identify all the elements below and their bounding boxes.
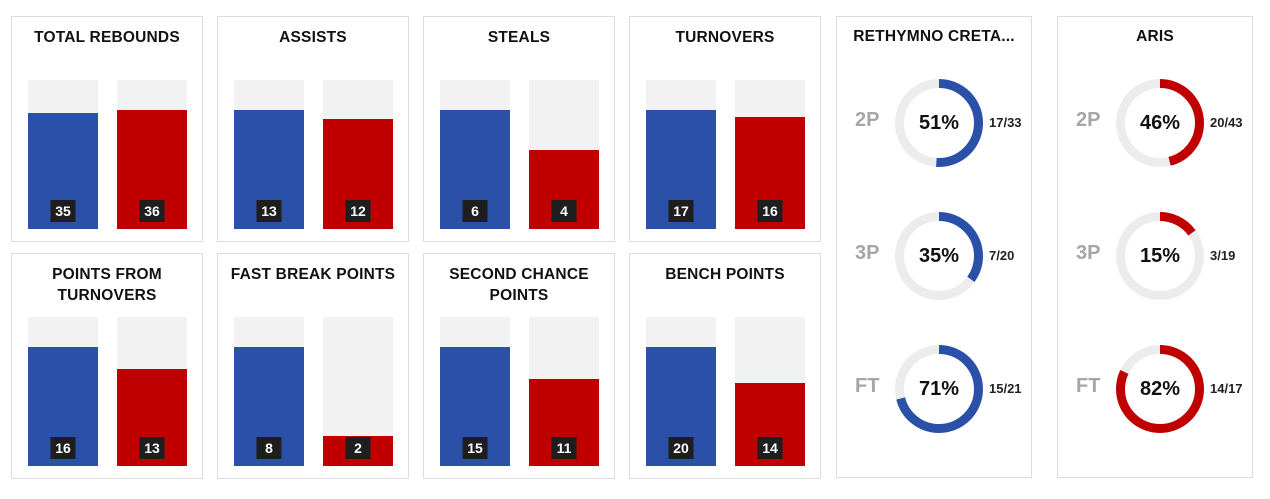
- shot-row-3p: 3P 15% 3/19: [1058, 211, 1252, 301]
- shot-donut: 82%: [1115, 344, 1205, 434]
- away-bar-track: 16: [735, 80, 805, 229]
- shot-row-ft: FT 71% 15/21: [837, 344, 1031, 434]
- donut-svg: [895, 212, 983, 300]
- away-bar-track: 4: [529, 80, 599, 229]
- away-value-label: 12: [345, 200, 371, 222]
- donut-arc: [895, 212, 983, 300]
- home-bar-track: 6: [440, 80, 510, 229]
- shot-donut: 15%: [1115, 211, 1205, 301]
- donut-arc: [895, 345, 983, 433]
- shot-type-label: FT: [855, 375, 880, 397]
- shots-made-attempted: 7/20: [989, 248, 1015, 263]
- stat-title: STEALS: [487, 29, 551, 46]
- shots-made-attempted: 14/17: [1210, 381, 1243, 396]
- donut-arc: [1116, 345, 1204, 433]
- team-name: RETHYMNO CRETA...: [853, 28, 1015, 45]
- shot-percentage: 82%: [1139, 378, 1181, 400]
- home-value-label: 8: [256, 437, 282, 459]
- away-value-label: 2: [345, 437, 371, 459]
- stat-card: TOTAL REBOUNDS 35 36: [11, 16, 203, 242]
- home-bar-track: 8: [234, 317, 304, 466]
- home-value-label: 35: [50, 200, 76, 222]
- shot-donut: 51%: [894, 78, 984, 168]
- away-bar-track: 12: [323, 80, 393, 229]
- away-bar-track: 36: [117, 80, 187, 229]
- team-name: ARIS: [1136, 28, 1174, 45]
- shots-made-attempted: 20/43: [1210, 115, 1243, 130]
- shot-type-label: 2P: [1076, 109, 1101, 131]
- shot-type-label: 3P: [855, 242, 880, 264]
- stat-card: SECOND CHANCE POINTS 15 11: [423, 253, 615, 479]
- donut-svg: [1116, 79, 1204, 167]
- stat-card: FAST BREAK POINTS 8 2: [217, 253, 409, 479]
- away-bar-track: 2: [323, 317, 393, 466]
- home-value-label: 16: [50, 437, 76, 459]
- away-value-label: 36: [139, 200, 165, 222]
- away-value-label: 16: [757, 200, 783, 222]
- away-value-label: 13: [139, 437, 165, 459]
- shot-percentage: 71%: [918, 378, 960, 400]
- shot-donut: 46%: [1115, 78, 1205, 168]
- donut-svg: [895, 79, 983, 167]
- home-shooting-card: RETHYMNO CRETA... 2P 51% 17/33 3P 35% 7/20 FT 71…: [836, 16, 1032, 478]
- home-bar-track: 15: [440, 317, 510, 466]
- home-value-label: 17: [668, 200, 694, 222]
- away-value-label: 14: [757, 437, 783, 459]
- stat-card: BENCH POINTS 20 14: [629, 253, 821, 479]
- stat-title: POINTS FROM TURNOVERS: [52, 266, 162, 304]
- shot-donut: 71%: [894, 344, 984, 434]
- shot-percentage: 35%: [918, 245, 960, 267]
- donut-svg: [895, 345, 983, 433]
- home-value-label: 6: [462, 200, 488, 222]
- stat-title: FAST BREAK POINTS: [230, 266, 396, 283]
- home-value-label: 13: [256, 200, 282, 222]
- shot-row-2p: 2P 46% 20/43: [1058, 78, 1252, 168]
- donut-arc: [1116, 79, 1204, 167]
- shot-row-ft: FT 82% 14/17: [1058, 344, 1252, 434]
- away-bar-track: 13: [117, 317, 187, 466]
- home-bar-track: 17: [646, 80, 716, 229]
- away-bar-track: 14: [735, 317, 805, 466]
- shot-type-label: 3P: [1076, 242, 1101, 264]
- home-bar-track: 20: [646, 317, 716, 466]
- home-bar-track: 35: [28, 80, 98, 229]
- donut-arc: [895, 79, 983, 167]
- stat-title: BENCH POINTS: [665, 266, 785, 283]
- donut-svg: [1116, 345, 1204, 433]
- home-value-label: 15: [462, 437, 488, 459]
- stat-card: ASSISTS 13 12: [217, 16, 409, 242]
- stat-card: POINTS FROM TURNOVERS 16 13: [11, 253, 203, 479]
- stat-card: TURNOVERS 17 16: [629, 16, 821, 242]
- home-bar-track: 16: [28, 317, 98, 466]
- shot-row-2p: 2P 51% 17/33: [837, 78, 1031, 168]
- shots-made-attempted: 15/21: [989, 381, 1022, 396]
- shot-row-3p: 3P 35% 7/20: [837, 211, 1031, 301]
- stat-title: TOTAL REBOUNDS: [34, 29, 180, 46]
- shot-type-label: 2P: [855, 109, 880, 131]
- home-value-label: 20: [668, 437, 694, 459]
- shot-percentage: 46%: [1139, 112, 1181, 134]
- shot-percentage: 15%: [1139, 245, 1181, 267]
- away-value-label: 4: [551, 200, 577, 222]
- shot-percentage: 51%: [918, 112, 960, 134]
- shot-type-label: FT: [1076, 375, 1101, 397]
- away-bar-track: 11: [529, 317, 599, 466]
- away-value-label: 11: [551, 437, 577, 459]
- shots-made-attempted: 17/33: [989, 115, 1022, 130]
- stat-title: SECOND CHANCE POINTS: [449, 266, 589, 304]
- away-shooting-card: ARIS 2P 46% 20/43 3P 15% 3/19 FT 82% 14/17: [1057, 16, 1253, 478]
- stat-title: ASSISTS: [279, 29, 347, 46]
- donut-svg: [1116, 212, 1204, 300]
- stat-title: TURNOVERS: [675, 29, 775, 46]
- home-bar-track: 13: [234, 80, 304, 229]
- donut-arc: [1116, 212, 1204, 300]
- shots-made-attempted: 3/19: [1210, 248, 1236, 263]
- stat-card: STEALS 6 4: [423, 16, 615, 242]
- shot-donut: 35%: [894, 211, 984, 301]
